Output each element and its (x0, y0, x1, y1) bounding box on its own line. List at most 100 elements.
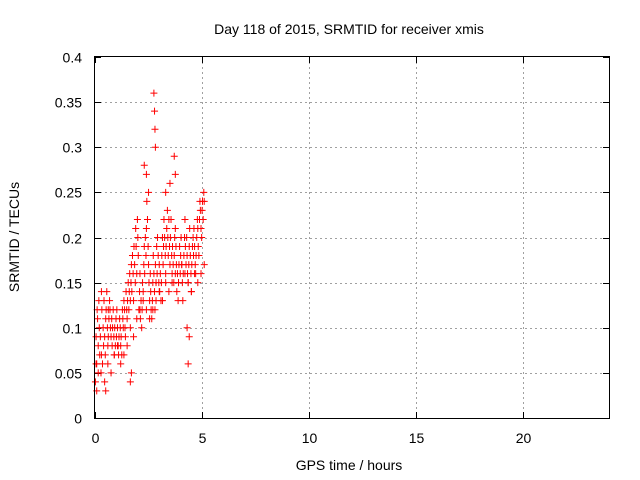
data-point (183, 324, 191, 332)
x-tick-label: 15 (409, 430, 425, 446)
data-point (130, 297, 138, 305)
data-point (162, 279, 170, 287)
data-point (134, 234, 142, 241)
data-point (139, 297, 147, 305)
data-point (167, 215, 175, 223)
data-point (198, 206, 206, 214)
data-point (106, 297, 114, 305)
data-point (94, 315, 102, 323)
data-point (107, 369, 115, 377)
data-point (197, 224, 205, 232)
data-point (181, 270, 189, 278)
data-point (143, 197, 151, 205)
data-point (155, 288, 163, 296)
y-tick-label: 0.35 (55, 95, 82, 111)
data-point (163, 206, 171, 214)
data-point (126, 378, 134, 386)
data-point (149, 306, 157, 314)
data-point (132, 224, 140, 232)
data-point (179, 297, 187, 305)
data-point (128, 288, 136, 296)
data-point (143, 215, 151, 223)
data-point (200, 261, 208, 269)
data-point (171, 234, 179, 241)
data-point (171, 170, 179, 178)
data-point (142, 170, 150, 178)
data-point (194, 243, 202, 251)
data-point (195, 252, 203, 260)
data-point (127, 369, 135, 377)
y-tick-label: 0 (74, 411, 82, 427)
data-point (132, 243, 140, 251)
data-point (130, 333, 138, 341)
data-point (139, 279, 147, 287)
data-point (197, 270, 205, 278)
data-point (191, 270, 199, 278)
data-point (151, 143, 159, 151)
data-point (133, 315, 141, 323)
y-axis-label: SRMTID / TECUs (6, 182, 22, 292)
data-point (171, 270, 179, 278)
data-point (134, 252, 142, 260)
data-point (121, 333, 129, 341)
data-point (183, 234, 191, 241)
data-point (133, 215, 141, 223)
data-point (187, 288, 195, 296)
y-tick-label: 0.2 (63, 231, 83, 247)
data-point (150, 89, 158, 97)
data-point (194, 279, 202, 287)
data-point (142, 306, 150, 314)
y-tick-label: 0.05 (55, 366, 82, 382)
y-tick-label: 0.15 (55, 276, 82, 292)
data-point (142, 224, 150, 232)
data-point (123, 342, 131, 350)
data-point (170, 252, 178, 260)
data-point (184, 279, 192, 287)
y-tick-label: 0.25 (55, 185, 82, 201)
data-point (144, 243, 152, 251)
data-point (163, 224, 171, 232)
data-point (138, 324, 146, 332)
data-point (175, 279, 183, 287)
data-point (104, 360, 112, 368)
y-tick-label: 0.4 (63, 50, 83, 66)
data-point (200, 188, 208, 196)
data-point (162, 188, 170, 196)
data-point (178, 261, 186, 269)
data-point (123, 315, 131, 323)
data-point (146, 315, 154, 323)
data-point (126, 324, 134, 332)
data-point (200, 197, 208, 205)
chart-title: Day 118 of 2015, SRMTID for receiver xmi… (214, 21, 484, 37)
data-point (185, 333, 193, 341)
y-tick-labels: 0 0.05 0.1 0.15 0.2 0.25 0.3 0.35 0.4 (55, 50, 82, 427)
data-point (165, 288, 173, 296)
data-point (131, 279, 139, 287)
data-point (140, 161, 148, 169)
data-point (103, 288, 111, 296)
x-tick-label: 5 (199, 430, 207, 446)
data-point (97, 351, 105, 359)
data-point (101, 378, 109, 386)
data-point (173, 288, 181, 296)
data-point (151, 107, 159, 115)
data-points (91, 89, 208, 395)
x-tick-label: 10 (302, 430, 318, 446)
plot-frame (94, 56, 610, 419)
data-point (198, 234, 206, 241)
x-axis-label: GPS time / hours (296, 457, 403, 473)
x-tick-label: 0 (92, 430, 100, 446)
data-point (199, 215, 207, 223)
data-point (113, 342, 121, 350)
data-point (159, 261, 167, 269)
data-point (139, 288, 147, 296)
data-point (91, 378, 99, 386)
data-point (125, 306, 133, 314)
data-point (104, 306, 112, 314)
data-point (151, 125, 159, 133)
data-point (162, 270, 170, 278)
data-point (181, 215, 189, 223)
data-point (92, 360, 100, 368)
data-point (131, 261, 139, 269)
